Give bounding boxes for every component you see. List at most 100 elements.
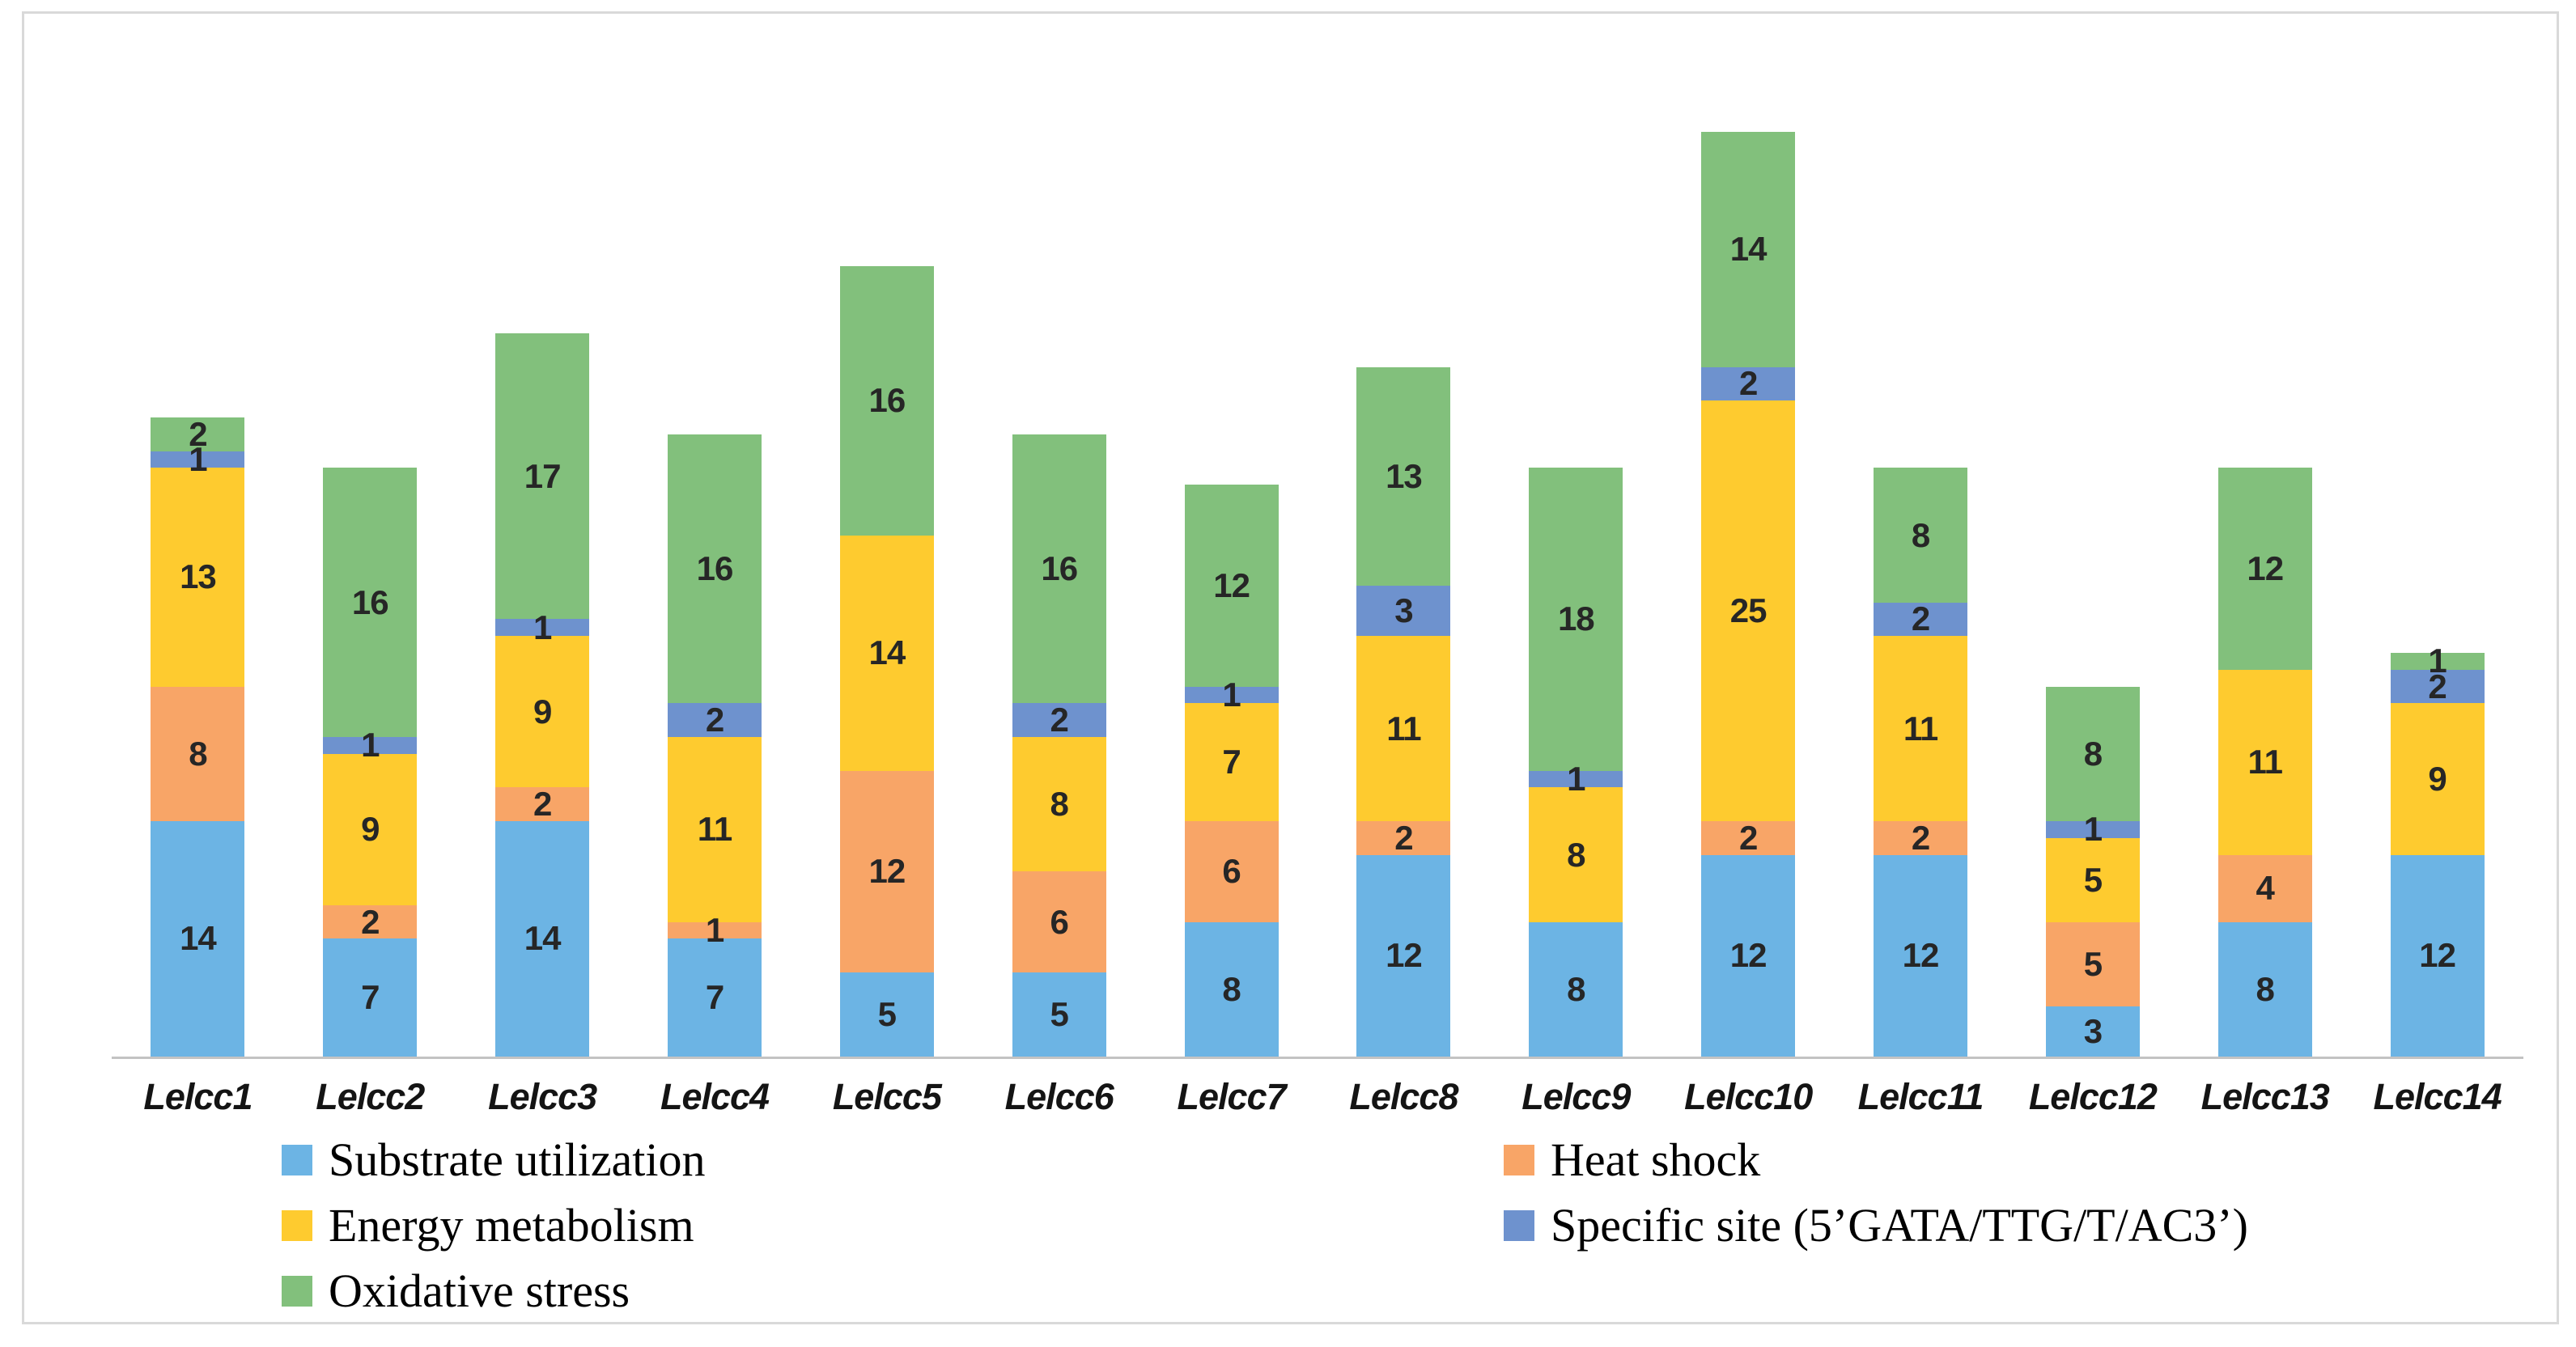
legend-swatch-icon	[282, 1210, 312, 1241]
bar-segment: 7	[668, 938, 762, 1057]
bar-segment: 12	[1184, 485, 1279, 687]
legend-column: Heat shock Specific site (5’GATA/TTG/T/AC…	[1504, 1137, 2248, 1249]
bar-segment: 17	[495, 333, 590, 620]
bar-segment: 16	[323, 468, 418, 737]
segment-value-label: 5	[877, 995, 897, 1034]
legend-item: Specific site (5’GATA/TTG/T/AC3’)	[1504, 1202, 2248, 1249]
bar-segment: 2	[1701, 364, 1796, 403]
segment-value-label: 2	[1738, 818, 1758, 857]
bar-segment: 1	[1184, 678, 1279, 712]
legend-label: Energy metabolism	[329, 1199, 694, 1252]
bar-segment: 12	[839, 770, 934, 973]
x-axis-label: Lelcc2	[316, 1076, 425, 1117]
bar-segment: 2	[2390, 667, 2485, 705]
segment-value-label: 3	[2083, 1011, 2103, 1050]
segment-value-label: 2	[533, 785, 552, 824]
bar-segment: 16	[1012, 434, 1106, 704]
segment-value-label: 7	[1222, 743, 1241, 782]
legend-swatch-icon	[282, 1276, 312, 1307]
legend-swatch-icon	[1504, 1210, 1534, 1241]
bar-segment: 25	[1701, 400, 1796, 821]
bar-slot-lelcc10: 12 2 25 2 14 Lelcc10	[1662, 14, 1835, 1117]
bar-segment: 2	[151, 417, 245, 451]
figure-frame: 14 8 13 1 2 Lelcc1 7 2 9 1 16 Lelcc2 14 2 9 1 17 Lelcc3 7 1…	[22, 11, 2559, 1324]
x-axis-label: Lelcc14	[2373, 1076, 2502, 1117]
bar-segment: 3	[2045, 1006, 2140, 1057]
bar-segment: 8	[1529, 921, 1623, 1057]
bar-segment: 2	[495, 785, 590, 824]
bar-segment: 16	[839, 265, 934, 536]
bars-container: 14 8 13 1 2 Lelcc1 7 2 9 1 16 Lelcc2 14 2 9 1 17 Lelcc3 7 1…	[112, 14, 2523, 1117]
segment-value-label: 18	[1557, 599, 1595, 638]
segment-value-label: 5	[1050, 995, 1069, 1034]
bar-segment: 1	[323, 728, 418, 762]
segment-value-label: 16	[868, 381, 906, 420]
bar-slot-lelcc12: 3 5 5 1 8 Lelcc12	[2006, 14, 2179, 1117]
bar-segment: 11	[2217, 669, 2312, 855]
segment-value-label: 2	[1050, 701, 1069, 739]
bar-segment: 14	[1701, 131, 1796, 367]
bar-segment: 12	[2390, 854, 2485, 1057]
segment-value-label: 11	[2247, 743, 2283, 782]
bar-segment: 4	[2217, 854, 2312, 922]
legend-item: Substrate utilization	[282, 1137, 706, 1184]
bar-segment: 8	[2045, 686, 2140, 821]
segment-value-label: 2	[705, 701, 724, 739]
segment-value-label: 2	[1738, 364, 1758, 403]
segment-value-label: 2	[2428, 667, 2447, 705]
stacked-bar-lelcc4: 7 1 11 2 16	[668, 434, 762, 1057]
segment-value-label: 1	[361, 726, 380, 765]
segment-value-label: 1	[1222, 676, 1241, 714]
segment-value-label: 9	[533, 692, 552, 731]
segment-value-label: 8	[1050, 785, 1069, 824]
bar-segment: 14	[151, 820, 245, 1057]
stacked-bar-lelcc9: 8 8 1 18	[1529, 468, 1623, 1057]
stacked-bar-lelcc3: 14 2 9 1 17	[495, 333, 590, 1057]
segment-value-label: 9	[361, 810, 380, 849]
bar-slot-lelcc13: 8 4 11 12 Lelcc13	[2179, 14, 2351, 1117]
legend-column: Substrate utilization Energy metabolism Ox…	[282, 1137, 706, 1315]
bar-segment: 9	[2390, 703, 2485, 855]
bar-segment: 5	[2045, 837, 2140, 922]
legend-item: Oxidative stress	[282, 1268, 706, 1315]
segment-value-label: 8	[189, 734, 207, 773]
stacked-bar-lelcc10: 12 2 25 2 14	[1701, 131, 1796, 1057]
bar-segment: 13	[151, 468, 245, 687]
bar-segment: 5	[2045, 921, 2140, 1006]
bar-segment: 8	[151, 686, 245, 821]
segment-value-label: 12	[2247, 549, 2284, 588]
bar-segment: 5	[839, 972, 934, 1057]
stacked-bar-lelcc1: 14 8 13 1 2	[151, 417, 245, 1057]
bar-segment: 12	[1356, 854, 1451, 1057]
segment-value-label: 11	[1386, 709, 1421, 748]
plot-area: 14 8 13 1 2 Lelcc1 7 2 9 1 16 Lelcc2 14 2 9 1 17 Lelcc3 7 1…	[112, 14, 2523, 1117]
segment-value-label: 12	[1213, 565, 1250, 604]
bar-segment: 7	[1184, 703, 1279, 821]
bar-segment: 11	[1356, 636, 1451, 821]
legend-label: Substrate utilization	[329, 1133, 706, 1186]
segment-value-label: 16	[696, 549, 734, 588]
bar-slot-lelcc11: 12 2 11 2 8 Lelcc11	[1835, 14, 2007, 1117]
stacked-bar-lelcc5: 5 12 14 16	[839, 265, 934, 1057]
bar-slot-lelcc1: 14 8 13 1 2 Lelcc1	[112, 14, 284, 1117]
bar-slot-lelcc9: 8 8 1 18 Lelcc9	[1490, 14, 1662, 1117]
bar-segment: 2	[1874, 602, 1968, 637]
bar-segment: 2	[1012, 701, 1106, 739]
segment-value-label: 11	[1903, 709, 1938, 748]
segment-value-label: 14	[868, 633, 906, 672]
bar-segment: 8	[2217, 921, 2312, 1057]
legend-item: Energy metabolism	[282, 1202, 706, 1249]
segment-value-label: 3	[1394, 591, 1413, 630]
bar-segment: 6	[1012, 871, 1106, 973]
stacked-bar-lelcc13: 8 4 11 12	[2217, 468, 2312, 1057]
legend-item: Heat shock	[1504, 1137, 2248, 1184]
bar-slot-lelcc7: 8 6 7 1 12 Lelcc7	[1145, 14, 1318, 1117]
segment-value-label: 4	[2256, 869, 2275, 908]
stacked-bar-lelcc7: 8 6 7 1 12	[1184, 485, 1279, 1057]
bar-segment: 1	[151, 442, 245, 476]
bar-segment: 14	[839, 535, 934, 771]
bar-segment: 1	[2045, 812, 2140, 846]
bar-segment: 11	[668, 737, 762, 922]
x-axis-label: Lelcc5	[832, 1076, 942, 1117]
bar-segment: 1	[2390, 644, 2485, 678]
